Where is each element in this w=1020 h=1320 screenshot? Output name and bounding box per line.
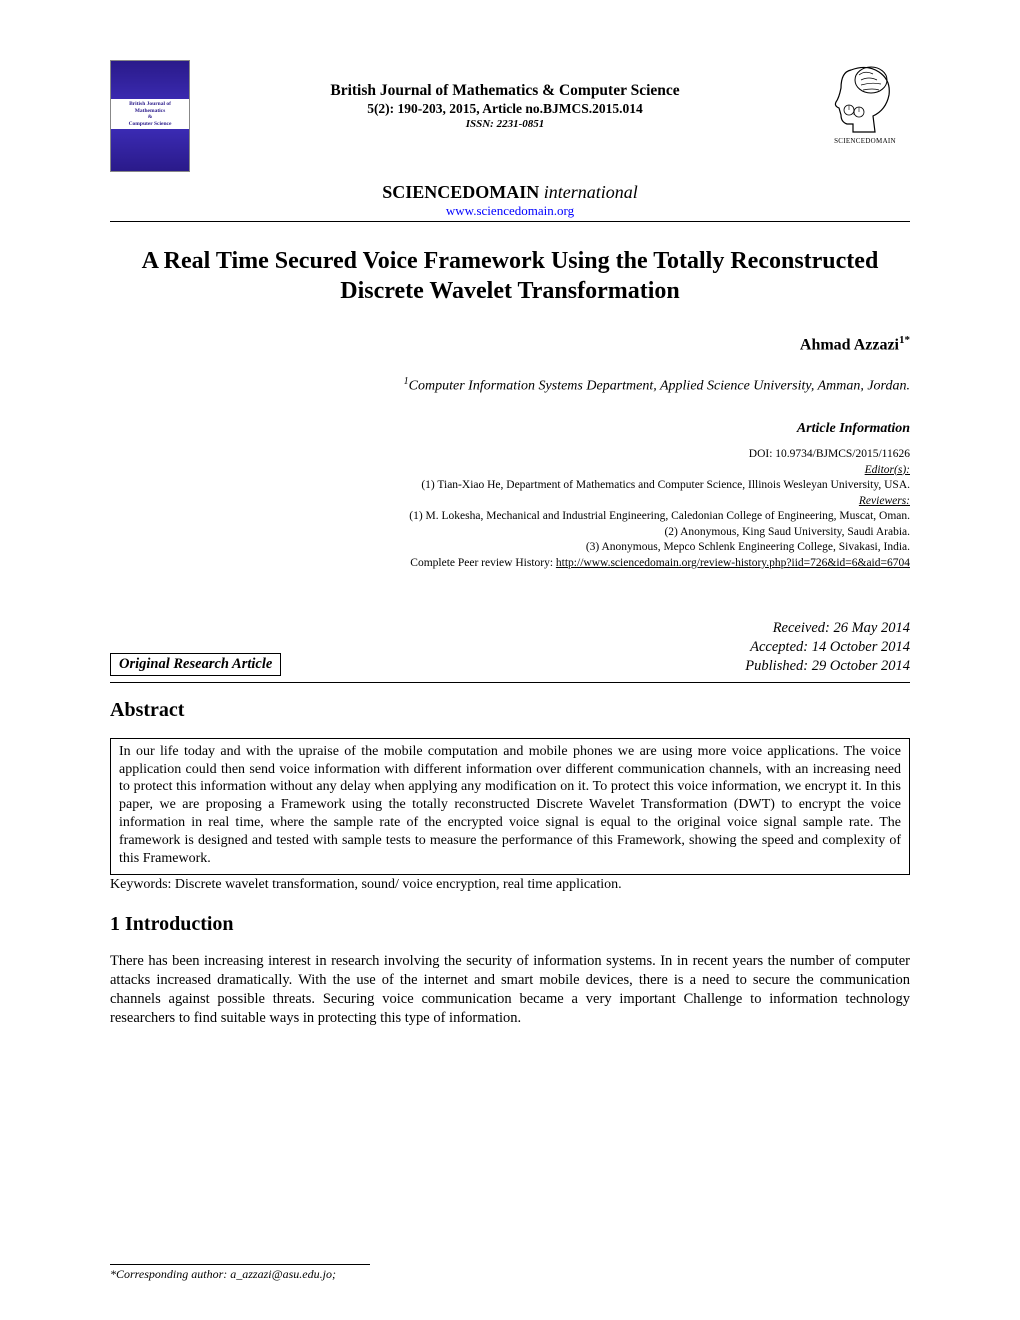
date-published: Published: 29 October 2014 xyxy=(745,657,910,676)
history-label: Complete Peer review History: xyxy=(410,557,556,569)
abstract-head: Abstract xyxy=(110,699,910,722)
cover-label: British Journal of Mathematics & Compute… xyxy=(111,99,189,129)
affiliation-line: 1Computer Information Systems Department… xyxy=(110,376,910,395)
mid-row: Original Research Article Received: 26 M… xyxy=(110,619,910,676)
header-rule xyxy=(110,221,910,222)
date-accepted: Accepted: 14 October 2014 xyxy=(745,638,910,657)
editors-label: Editor(s): xyxy=(110,463,910,479)
editor-1: (1) Tian-Xiao He, Department of Mathemat… xyxy=(110,478,910,494)
keywords-line: Keywords: Discrete wavelet transformatio… xyxy=(110,877,910,893)
article-type-box: Original Research Article xyxy=(110,653,281,676)
reviewer-3: (3) Anonymous, Mepco Schlenk Engineering… xyxy=(110,540,910,556)
doi-line: DOI: 10.9734/BJMCS/2015/11626 xyxy=(110,447,910,463)
publisher-url-link[interactable]: www.sciencedomain.org xyxy=(446,203,574,218)
header-center: British Journal of Mathematics & Compute… xyxy=(190,60,820,130)
publisher-name-italic: international xyxy=(539,182,638,202)
author-name: Ahmad Azzazi xyxy=(800,336,899,353)
footer: *Corresponding author: a_azzazi@asu.edu.… xyxy=(110,1264,910,1282)
author-line: Ahmad Azzazi1* xyxy=(110,334,910,354)
affiliation-text: Computer Information Systems Department,… xyxy=(409,379,910,394)
article-info-block: DOI: 10.9734/BJMCS/2015/11626 Editor(s):… xyxy=(110,447,910,571)
mid-rule xyxy=(110,682,910,683)
publisher-name-bold: SCIENCEDOMAIN xyxy=(382,182,539,202)
cover-line4: Computer Science xyxy=(129,121,172,127)
peer-review-history-line: Complete Peer review History: http://www… xyxy=(110,556,910,572)
history-link[interactable]: http://www.sciencedomain.org/review-hist… xyxy=(556,557,910,569)
introduction-head: 1 Introduction xyxy=(110,913,910,936)
header-row: British Journal of Mathematics & Compute… xyxy=(110,60,910,172)
publisher-line: SCIENCEDOMAIN international xyxy=(110,182,910,203)
publisher-logo: SCIENCEDOMAIN xyxy=(820,60,910,145)
publisher-logo-text: SCIENCEDOMAIN xyxy=(820,137,910,145)
date-received: Received: 26 May 2014 xyxy=(745,619,910,638)
corresponding-author: *Corresponding author: a_azzazi@asu.edu.… xyxy=(110,1267,336,1281)
cover-line1: British Journal of xyxy=(129,101,171,107)
journal-cover-thumbnail: British Journal of Mathematics & Compute… xyxy=(110,60,190,172)
abstract-box: In our life today and with the upraise o… xyxy=(110,738,910,875)
footer-rule xyxy=(110,1264,370,1265)
reviewers-label: Reviewers: xyxy=(110,494,910,510)
reviewer-1: (1) M. Lokesha, Mechanical and Industria… xyxy=(110,509,910,525)
publisher-url-line: www.sciencedomain.org xyxy=(110,203,910,219)
cover-line2: Mathematics xyxy=(135,108,166,114)
dates-block: Received: 26 May 2014 Accepted: 14 Octob… xyxy=(745,619,910,676)
journal-issue: 5(2): 190-203, 2015, Article no.BJMCS.20… xyxy=(190,101,820,117)
journal-name: British Journal of Mathematics & Compute… xyxy=(190,82,820,100)
introduction-text: There has been increasing interest in re… xyxy=(110,952,910,1027)
article-info-head: Article Information xyxy=(110,421,910,437)
reviewer-2: (2) Anonymous, King Saud University, Sau… xyxy=(110,525,910,541)
journal-issn: ISSN: 2231-0851 xyxy=(190,118,820,130)
cover-line3: & xyxy=(148,114,153,120)
author-sup: 1* xyxy=(899,334,910,346)
brain-head-icon xyxy=(831,60,899,135)
paper-title: A Real Time Secured Voice Framework Usin… xyxy=(110,246,910,306)
